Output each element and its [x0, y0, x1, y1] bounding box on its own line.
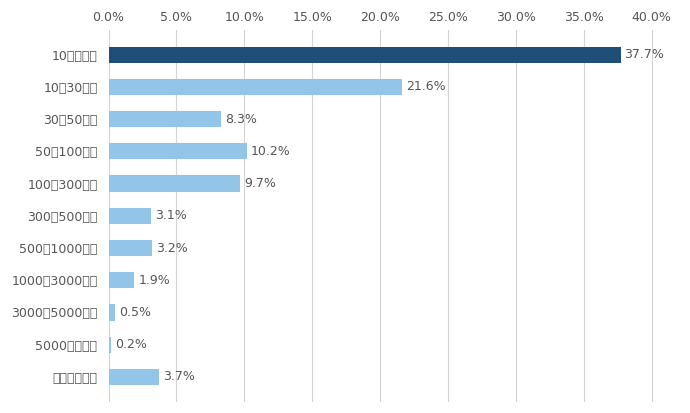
Text: 8.3%: 8.3%: [226, 113, 257, 126]
Bar: [108, 208, 150, 224]
Text: 3.1%: 3.1%: [155, 209, 186, 222]
Bar: [108, 47, 620, 63]
Bar: [108, 240, 152, 256]
Text: 1.9%: 1.9%: [139, 274, 170, 287]
Bar: [108, 111, 221, 127]
Text: 21.6%: 21.6%: [406, 81, 446, 93]
Text: 9.7%: 9.7%: [244, 177, 276, 190]
Text: 3.7%: 3.7%: [163, 370, 195, 383]
Text: 3.2%: 3.2%: [156, 242, 188, 254]
Bar: [108, 337, 111, 353]
Bar: [108, 272, 135, 288]
Bar: [108, 176, 240, 192]
Bar: [108, 143, 247, 159]
Bar: [108, 79, 402, 95]
Bar: [108, 369, 159, 385]
Text: 37.7%: 37.7%: [624, 48, 664, 61]
Text: 0.2%: 0.2%: [115, 338, 147, 351]
Text: 10.2%: 10.2%: [251, 145, 291, 158]
Bar: [108, 304, 115, 320]
Text: 0.5%: 0.5%: [119, 306, 152, 319]
